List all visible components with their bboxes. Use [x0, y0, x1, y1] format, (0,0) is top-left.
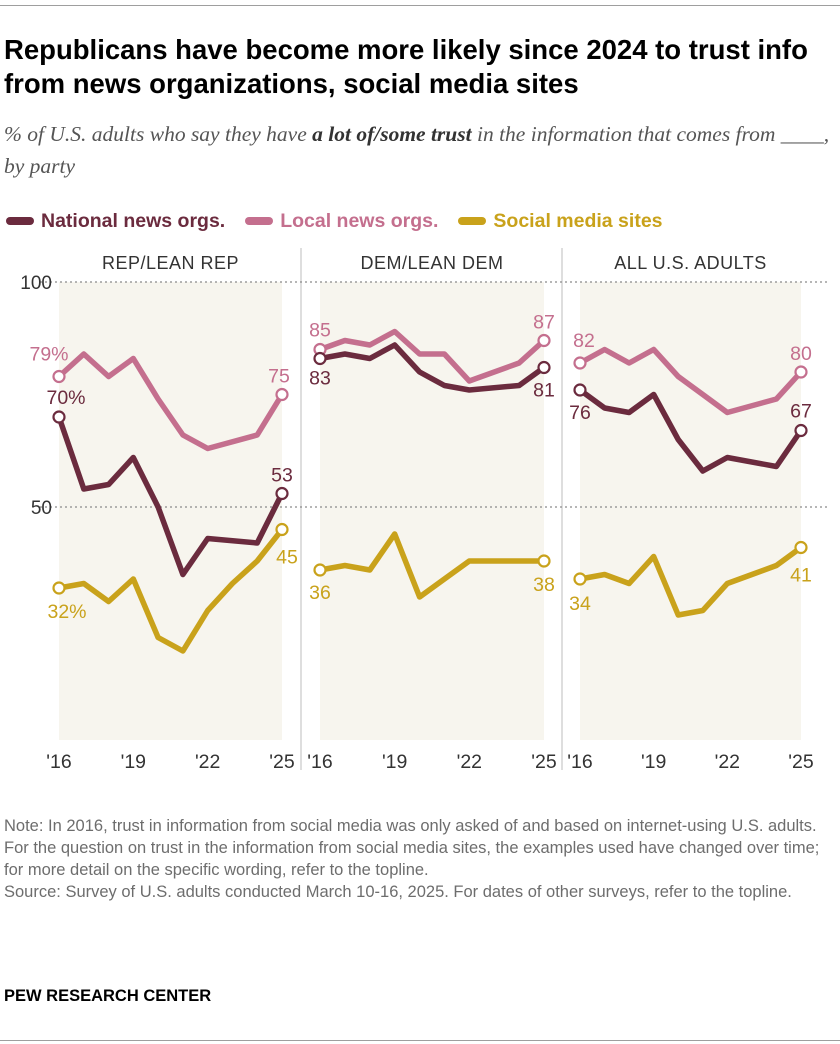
legend-item-local: Local news orgs. [245, 210, 438, 233]
data-label-last-social-3: 41 [790, 565, 812, 587]
x-tick-label-1-25: '25 [269, 751, 295, 773]
note-text: Note: In 2016, trust in information from… [4, 817, 820, 879]
panel-background-1 [59, 282, 282, 740]
brand-name: PEW RESEARCH CENTER [4, 987, 212, 1005]
x-tick-label-2-25: '25 [531, 751, 557, 773]
legend-swatch-local [245, 217, 274, 225]
point-last-national-2 [537, 360, 551, 375]
series-line-local-1 [56, 351, 285, 452]
legend-label-local: Local news orgs. [280, 209, 439, 232]
point-first-social-3 [573, 572, 587, 586]
data-label-last-national-3: 67 [790, 401, 812, 423]
chart-legend: National news orgs. Local news orgs. Soc… [6, 207, 683, 235]
point-first-social-1 [52, 581, 66, 595]
x-tick-label-1-19: '19 [121, 751, 146, 773]
legend-label-national: National news orgs. [41, 209, 226, 232]
series-line-social-3 [577, 544, 804, 618]
panel-title-1: REP/LEAN REP [102, 253, 239, 273]
panel-background-2 [320, 282, 544, 740]
x-tick-label-3-22: '22 [715, 751, 740, 773]
data-label-last-local-3: 80 [790, 343, 812, 365]
point-last-national-1 [275, 486, 289, 501]
data-label-last-local-2: 87 [533, 312, 555, 334]
point-first-local-3 [573, 356, 587, 370]
x-tick-label-3-19: '19 [641, 751, 666, 773]
bottom-rule [0, 1040, 840, 1041]
data-label-first-national-2: 83 [309, 368, 331, 390]
panel-title-2: DEM/LEAN DEM [360, 253, 503, 273]
top-rule [0, 5, 840, 6]
data-label-first-national-1: 70% [46, 387, 85, 409]
series-line-local-2 [317, 328, 547, 384]
subtitle-emphasis: a lot of/some trust [312, 122, 472, 146]
series-line-national-2 [317, 342, 547, 393]
data-label-last-social-1: 45 [276, 547, 298, 569]
data-label-first-local-1: 79% [29, 344, 68, 366]
x-tick-label-2-16: '16 [307, 751, 332, 773]
point-last-local-1 [275, 387, 289, 402]
series-line-national-1 [56, 414, 285, 578]
chart-subtitle: % of U.S. adults who say they have a lot… [4, 118, 834, 182]
x-tick-label-3-16: '16 [567, 751, 592, 773]
point-first-local-1 [52, 369, 66, 384]
data-label-last-national-1: 53 [271, 465, 293, 487]
subtitle-text-end: in the information that comes from ____,… [4, 122, 830, 178]
chart-notes: Note: In 2016, trust in information from… [4, 815, 824, 903]
x-tick-label-1-16: '16 [46, 751, 71, 773]
legend-label-social: Social media sites [493, 209, 663, 232]
line-chart: 100 50 REP/LEAN REP '16 '19 '22 '25 32% 45 79% 75 7… [20, 248, 827, 773]
legend-item-national: National news orgs. [6, 210, 225, 233]
point-first-social-2 [313, 563, 327, 577]
y-tick-label-50: 50 [31, 498, 52, 519]
x-tick-label-2-22: '22 [457, 751, 482, 773]
legend-item-social: Social media sites [458, 209, 663, 233]
series-line-local-3 [577, 346, 804, 416]
x-tick-label-2-19: '19 [382, 751, 407, 773]
panel-title-3: ALL U.S. ADULTS [614, 253, 767, 273]
x-tick-label-1-22: '22 [195, 751, 220, 773]
point-last-local-2 [537, 333, 551, 348]
point-last-social-2 [537, 554, 551, 568]
x-tick-label-3-25: '25 [788, 751, 814, 773]
point-last-local-3 [794, 365, 808, 379]
data-label-last-social-2: 38 [533, 574, 555, 596]
data-label-first-social-2: 36 [309, 582, 331, 604]
legend-swatch-national [6, 217, 34, 225]
subtitle-text: % of U.S. adults who say they have [4, 122, 313, 146]
data-label-last-national-2: 81 [533, 380, 555, 402]
point-last-social-3 [794, 540, 808, 555]
data-label-first-social-1: 32% [47, 601, 86, 623]
data-label-last-local-1: 75 [268, 366, 290, 388]
point-last-national-3 [794, 423, 808, 438]
y-tick-label-100: 100 [20, 273, 52, 294]
point-first-national-3 [573, 383, 587, 397]
series-line-social-1 [56, 526, 285, 654]
source-text: Source: Survey of U.S. adults conducted … [4, 883, 792, 901]
legend-swatch-social [458, 217, 487, 225]
chart-title: Republicans have become more likely sinc… [4, 34, 808, 99]
point-last-social-1 [275, 522, 289, 537]
data-label-first-national-3: 76 [569, 402, 591, 424]
data-label-first-local-3: 82 [573, 330, 595, 352]
panel-background-3 [580, 282, 801, 740]
data-label-first-social-3: 34 [569, 593, 591, 615]
series-line-national-3 [577, 387, 804, 474]
point-first-national-2 [313, 351, 327, 366]
data-label-first-local-2: 85 [309, 320, 331, 342]
series-line-social-2 [317, 531, 547, 600]
point-first-national-1 [52, 410, 66, 424]
